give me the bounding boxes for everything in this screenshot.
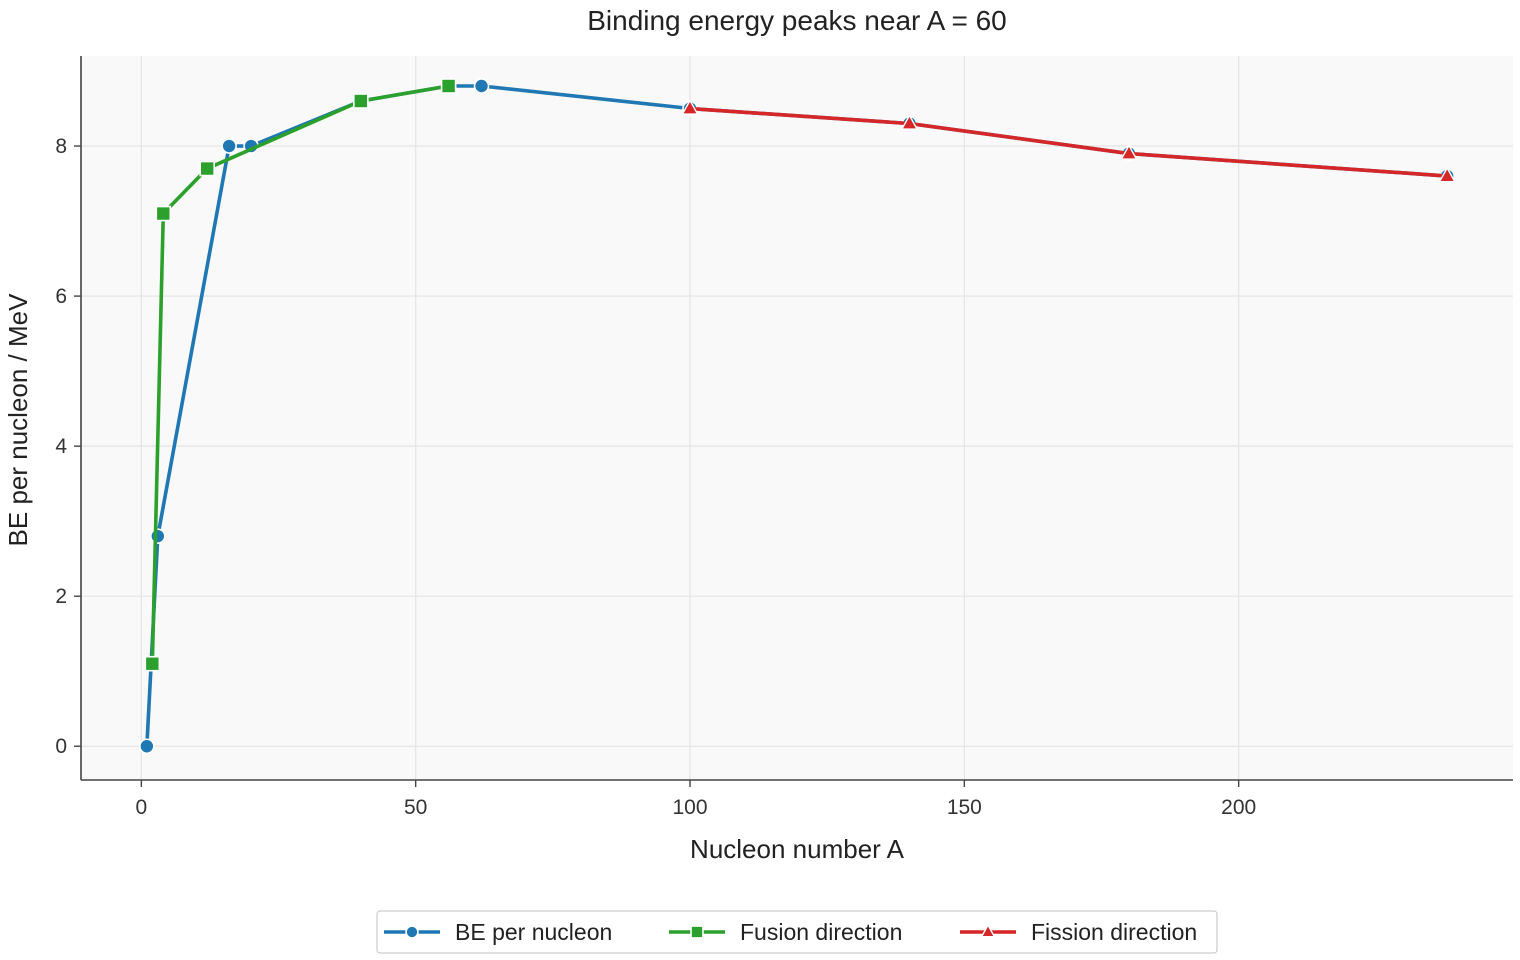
legend-items: BE per nucleon Fusion direction Fission di… [384,919,1197,945]
tick-labels: 0 50 100 150 200 0 2 4 6 8 [55,135,1256,819]
series-0-point-6 [473,78,490,94]
x-tick-label-4: 200 [1221,796,1256,819]
series-1 [144,78,457,672]
x-axis-title: Nucleon number A [690,834,905,864]
series-1-point-3 [353,93,369,109]
grid [81,56,1513,780]
series-1-point-0 [144,655,161,672]
y-tick-label-1: 2 [55,585,67,608]
legend-label-0: BE per nucleon [455,919,612,945]
x-tick-label-1: 50 [404,796,427,819]
y-tick-label-4: 8 [55,135,67,158]
legend-marker-2 [980,923,996,938]
series-2-point-0 [681,99,699,115]
series-1-point-2 [199,160,215,177]
y-tick-label-2: 4 [55,435,67,458]
series-2-point-1 [900,114,919,130]
x-tick-label-2: 100 [672,796,707,819]
y-tick-label-3: 6 [55,285,67,308]
series-2-point-2 [1120,144,1138,160]
legend-label-2: Fission direction [1031,919,1197,945]
y-tick-label-0: 0 [55,735,67,758]
series-2-point-3 [1438,166,1456,183]
legend-item-0: BE per nucleon [384,919,612,945]
series-line-2 [688,106,1449,178]
x-tick-label-0: 0 [136,796,148,819]
series-2 [681,99,1456,183]
x-tick-label-3: 150 [947,796,982,819]
legend-item-1: Fusion direction [669,919,902,945]
legend-box [376,910,1218,954]
legend-marker-1 [690,925,704,939]
series-0-point-0 [139,738,155,755]
series-0-point-2 [221,138,237,154]
legend: BE per nucleon Fusion direction Fission di… [376,910,1218,954]
series-1-point-1 [155,205,172,222]
legend-marker-0 [405,925,419,939]
axes [74,56,1513,787]
y-axis-title: BE per nucleon / MeV [3,293,33,547]
plot-area-background [81,56,1513,780]
legend-item-2: Fission direction [960,919,1197,945]
legend-label-1: Fusion direction [740,919,902,945]
series-1-point-4 [440,78,457,94]
series-0-point-1 [150,528,166,544]
series [139,78,1456,755]
chart-title: Binding energy peaks near A = 60 [587,5,1007,36]
